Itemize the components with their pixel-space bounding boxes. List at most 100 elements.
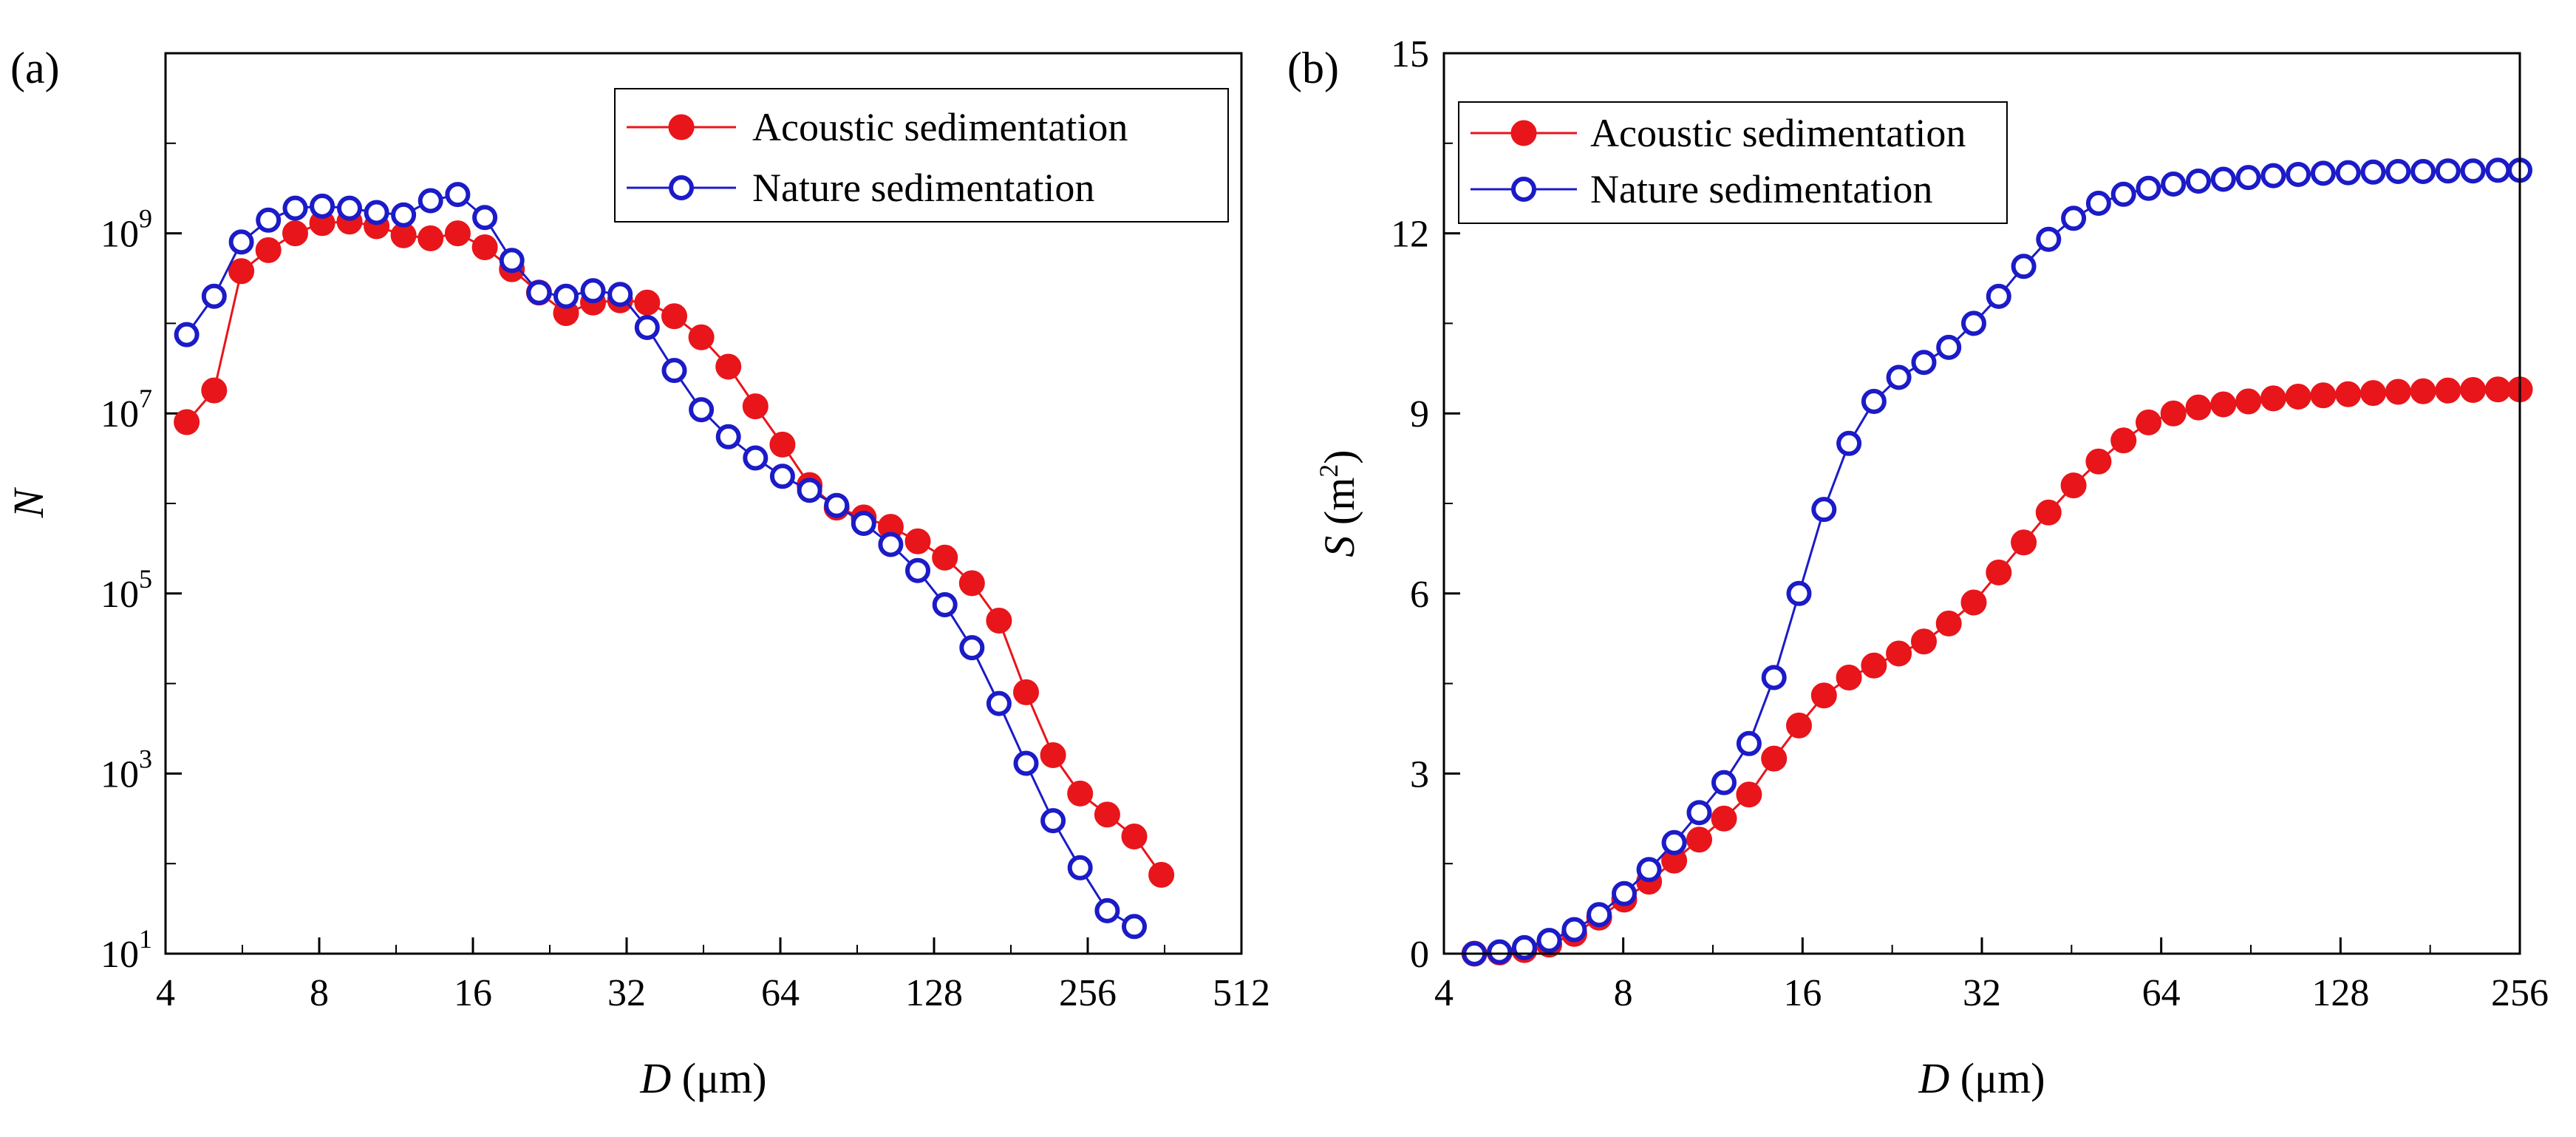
panel-b-y-axis-title: S (m2) xyxy=(1314,449,1363,557)
panel-a-y-tick-label: 109 xyxy=(100,204,152,256)
panel-b-point-nature xyxy=(1936,334,1962,360)
panel-b-point-acoustic xyxy=(1960,589,1987,616)
panel-b-point-acoustic xyxy=(2136,409,2161,435)
panel-a-plot-frame xyxy=(164,52,1243,955)
panel-b-point-nature xyxy=(1561,917,1587,943)
panel-a-point-nature xyxy=(769,464,795,489)
panel-a-point-nature xyxy=(337,195,362,221)
panel-b-legend-marker-nature xyxy=(1511,177,1536,202)
panel-b-point-nature xyxy=(1736,730,1762,756)
panel-a-point-nature xyxy=(526,279,552,305)
panel-b-point-acoustic xyxy=(2410,378,2436,404)
panel-a-x-tick-label: 512 xyxy=(1213,972,1270,1014)
panel-a-point-acoustic xyxy=(661,303,687,330)
panel-b-point-acoustic xyxy=(2460,377,2487,403)
panel-a-point-nature xyxy=(364,200,389,225)
panel-a-x-tick-label: 4 xyxy=(156,972,175,1014)
panel-b-point-nature xyxy=(2385,159,2411,184)
panel-b-x-tick-label: 64 xyxy=(2142,972,2181,1014)
panel-a-point-acoustic xyxy=(1013,679,1039,705)
panel-a-point-nature xyxy=(418,188,443,214)
panel-b-point-acoustic xyxy=(1686,827,1712,853)
panel-b-point-acoustic xyxy=(2060,472,2087,499)
panel-b-point-nature xyxy=(2161,172,2187,197)
panel-a-point-acoustic xyxy=(769,431,796,458)
panel-b-point-nature xyxy=(1786,580,1812,606)
panel-a-point-acoustic xyxy=(1148,861,1175,888)
panel-a-x-tick-label: 32 xyxy=(607,972,646,1014)
panel-b-point-acoustic xyxy=(1886,640,1912,667)
panel-b-point-nature xyxy=(1986,283,2011,309)
panel-b-ticks: 4 8 16 32 64 128 256 0 3 6 9 12 15 xyxy=(1391,33,2549,1014)
panel-b-point-nature xyxy=(2360,159,2386,185)
panel-a-point-nature xyxy=(878,532,904,557)
panel-b-point-nature xyxy=(1587,902,1612,928)
panel-b-point-acoustic xyxy=(1911,628,1937,655)
panel-b-label: (b) xyxy=(1287,44,1339,92)
panel-b-point-acoustic xyxy=(2435,377,2461,404)
panel-b-point-nature xyxy=(2061,206,2087,231)
panel-a-point-acoustic xyxy=(986,608,1012,634)
panel-b-legend-marker-acoustic xyxy=(1510,120,1537,146)
panel-a-point-nature xyxy=(905,557,930,583)
panel-b-point-acoustic xyxy=(2235,388,2262,415)
panel-a-point-nature xyxy=(1122,914,1147,940)
panel-a-point-nature xyxy=(256,207,282,233)
panel-a-point-nature xyxy=(1067,855,1093,880)
panel-b-point-nature xyxy=(1536,928,1562,954)
panel-b-point-nature xyxy=(2260,163,2286,189)
panel-b-point-acoustic xyxy=(1836,665,1862,690)
panel-b-point-acoustic xyxy=(2285,384,2311,410)
panel-a-point-acoustic xyxy=(932,544,958,571)
panel-b-point-nature xyxy=(2036,226,2062,252)
panel-b-y-tick-label: 9 xyxy=(1410,393,1429,435)
panel-b-y-tick-label: 6 xyxy=(1410,574,1429,616)
panel-a-point-acoustic xyxy=(1040,742,1066,768)
panel-b-point-nature xyxy=(1836,430,1862,456)
panel-b-y-tick-label: 3 xyxy=(1410,753,1429,795)
panel-a-point-acoustic xyxy=(282,220,308,247)
panel-b-x-tick-label: 256 xyxy=(2491,972,2549,1014)
panel-b-point-acoustic xyxy=(2310,382,2337,409)
panel-b-point-acoustic xyxy=(2085,448,2112,475)
panel-a-point-acoustic xyxy=(255,237,282,263)
panel-a-point-nature xyxy=(1013,750,1039,776)
panel-b-point-acoustic xyxy=(2160,400,2187,427)
panel-b-point-nature xyxy=(1886,364,1912,390)
panel-b-point-acoustic xyxy=(1861,652,1887,679)
panel-a-x-tick-label: 16 xyxy=(454,972,492,1014)
panel-a-point-acoustic xyxy=(715,353,742,380)
panel-b-legend-label-nature: Nature sedimentation xyxy=(1590,167,1932,211)
panel-a-point-acoustic xyxy=(1067,780,1094,807)
panel-a-y-axis-title: N xyxy=(4,486,52,518)
panel-a-series-line-nature xyxy=(185,193,1135,928)
panel-a-point-acoustic xyxy=(688,324,715,350)
panel-b-point-acoustic xyxy=(2011,529,2037,556)
panel-a-point-nature xyxy=(932,592,958,617)
panel-b-point-acoustic xyxy=(2260,385,2286,412)
panel-b-x-tick-label: 32 xyxy=(1963,972,2001,1014)
panel-b-point-nature xyxy=(2110,181,2136,207)
panel-a-point-nature xyxy=(391,202,417,228)
panel-a-point-nature xyxy=(661,358,687,384)
panel-a-point-acoustic xyxy=(471,234,498,260)
panel-a-legend-box xyxy=(614,88,1229,223)
panel-a-point-nature xyxy=(499,248,525,274)
panel-a-point-nature xyxy=(797,478,822,503)
panel-a-x-tick-label: 128 xyxy=(905,972,963,1014)
panel-a-point-nature xyxy=(743,445,769,471)
panel-a-point-acoustic xyxy=(742,393,769,420)
panel-a-legend: Acoustic sedimentation Nature sedimentat… xyxy=(614,88,1229,223)
panel-a-point-acoustic xyxy=(1094,801,1120,828)
panel-b-point-acoustic xyxy=(2035,499,2062,526)
panel-b-point-nature xyxy=(1961,310,1986,336)
panel-b-point-nature xyxy=(1487,939,1513,965)
panel-b-x-tick-label: 128 xyxy=(2311,972,2369,1014)
panel-b-point-nature xyxy=(2335,160,2361,186)
panel-b-y-tick-label: 0 xyxy=(1410,934,1429,976)
panel-b-point-acoustic xyxy=(2210,391,2237,418)
panel-b-point-nature xyxy=(2011,254,2037,279)
panel-a-x-tick-label: 8 xyxy=(310,972,329,1014)
panel-a-point-acoustic xyxy=(958,570,985,597)
